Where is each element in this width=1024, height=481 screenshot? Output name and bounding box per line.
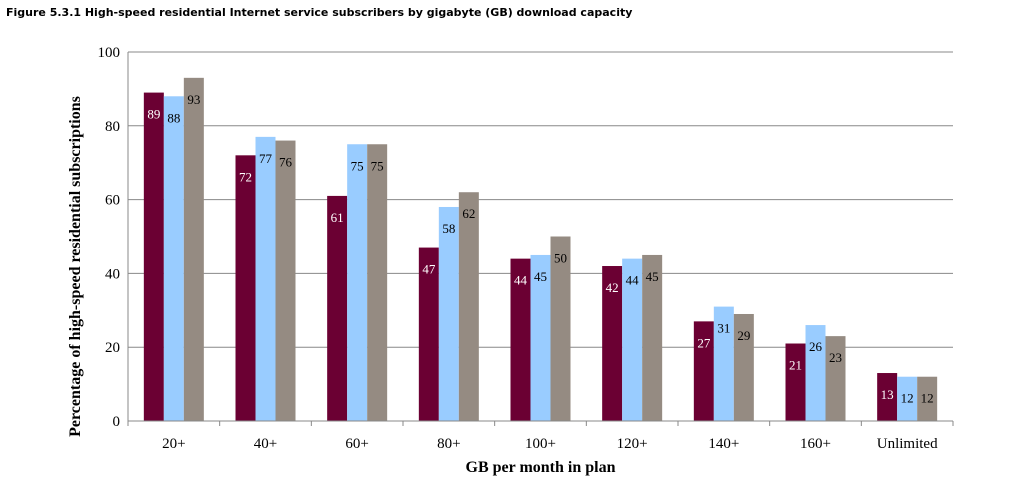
y-tick-labels: 0 20 40 60 80 100 (98, 45, 121, 430)
x-tick-label: 20+ (162, 436, 185, 452)
x-tick-label: 140+ (708, 436, 739, 452)
data-label: 21 (789, 358, 802, 373)
bar (733, 313, 754, 421)
data-label: 44 (626, 273, 640, 288)
data-label: 12 (921, 391, 934, 406)
data-label: 26 (809, 339, 823, 354)
data-label: 45 (534, 269, 547, 284)
bar (825, 336, 846, 421)
bar (163, 96, 184, 421)
data-label: 58 (442, 221, 455, 236)
data-labels: 89 88 93 72 77 76 61 75 75 47 58 62 44 45 50 42 44 45 27 31… (147, 92, 933, 406)
bar (255, 136, 276, 421)
data-label: 72 (239, 169, 252, 184)
bar (347, 144, 368, 421)
figure-title: Figure 5.3.1 High-speed residential Inte… (6, 6, 633, 19)
bar (438, 206, 459, 421)
data-label: 44 (514, 273, 528, 288)
x-tick-label: 80+ (437, 436, 460, 452)
bar (785, 343, 806, 421)
bar (530, 254, 551, 421)
bar (805, 325, 826, 421)
x-tick-label: 100+ (525, 436, 556, 452)
bar (367, 144, 388, 421)
data-label: 89 (147, 107, 160, 122)
bar (897, 376, 918, 421)
bars (143, 77, 938, 421)
bar (458, 192, 479, 421)
y-tick-label: 80 (105, 119, 120, 135)
data-label: 29 (737, 328, 750, 343)
data-label: 13 (881, 387, 894, 402)
data-label: 50 (554, 251, 567, 266)
data-label: 77 (259, 151, 273, 166)
data-label: 42 (606, 280, 619, 295)
data-label: 76 (279, 155, 293, 170)
y-tick-label: 40 (105, 266, 120, 282)
data-label: 75 (371, 158, 384, 173)
x-axis-title: GB per month in plan (466, 459, 616, 476)
bar (602, 266, 623, 421)
bar (642, 254, 663, 421)
bar (143, 92, 164, 421)
bar (418, 247, 439, 421)
bar (917, 376, 938, 421)
y-tick-label: 0 (113, 414, 121, 430)
data-label: 31 (717, 321, 730, 336)
bar (713, 306, 734, 421)
x-tick-label: Unlimited (877, 436, 938, 452)
data-label: 62 (462, 206, 475, 221)
data-label: 93 (187, 92, 200, 107)
bar (275, 140, 296, 421)
bar (877, 373, 898, 421)
bar (550, 236, 571, 421)
y-tick-label: 100 (98, 45, 121, 61)
data-label: 23 (829, 350, 842, 365)
x-tick-label: 40+ (254, 436, 277, 452)
y-tick-label: 60 (105, 193, 120, 209)
data-label: 27 (697, 335, 711, 350)
x-tick-label: 160+ (800, 436, 831, 452)
data-label: 47 (422, 262, 436, 277)
data-label: 61 (331, 210, 344, 225)
y-tick-label: 20 (105, 340, 120, 356)
x-tick-label: 120+ (617, 436, 648, 452)
data-label: 75 (351, 158, 364, 173)
data-label: 45 (646, 269, 659, 284)
bar (693, 321, 714, 421)
x-tick-label: 60+ (345, 436, 368, 452)
bar (183, 77, 204, 421)
data-label: 88 (167, 110, 180, 125)
bar (622, 258, 643, 421)
bar (510, 258, 531, 421)
data-label: 12 (901, 391, 914, 406)
x-tick-labels: 20+ 40+ 60+ 80+ 100+ 120+ 140+ 160+ Unlimited (127, 421, 954, 452)
bar (327, 195, 348, 421)
y-axis-title: Percentage of high-speed residential sub… (67, 96, 84, 437)
bar (235, 155, 256, 421)
